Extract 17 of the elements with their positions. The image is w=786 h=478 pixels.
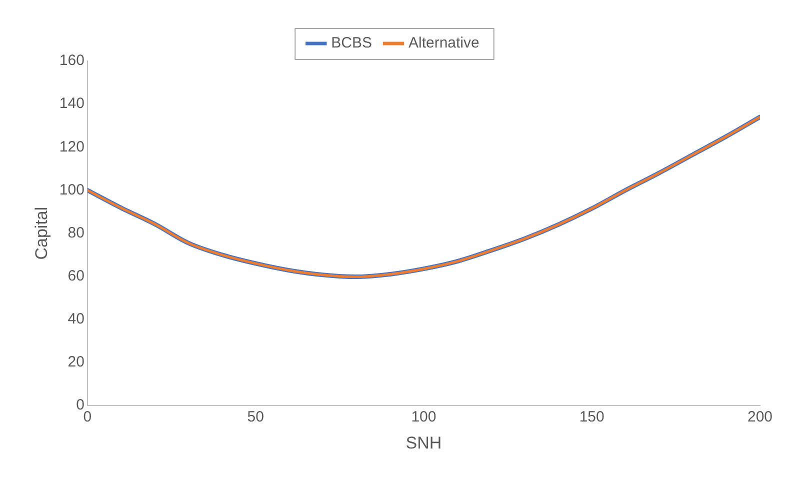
y-axis-title: Capital [32, 206, 51, 260]
y-tick-label: 100 [59, 181, 84, 198]
y-tick-label: 20 [68, 354, 84, 371]
y-tick-label: 40 [68, 310, 84, 328]
legend-label: BCBS [331, 34, 372, 52]
x-tick-label: 200 [747, 408, 773, 426]
y-tick-label: 140 [59, 95, 84, 112]
x-tick-label: 150 [579, 408, 604, 426]
x-tick-label: 50 [247, 408, 264, 426]
y-tick-label: 80 [68, 224, 84, 242]
x-axis-title: SNH [406, 433, 442, 452]
y-tick-label: 0 [76, 396, 84, 414]
y-tick-label: 160 [59, 52, 84, 70]
legend-label: Alternative [408, 34, 480, 52]
x-tick-label: 100 [411, 408, 436, 426]
y-tick-label: 60 [68, 268, 84, 285]
y-tick-label: 120 [59, 138, 84, 156]
